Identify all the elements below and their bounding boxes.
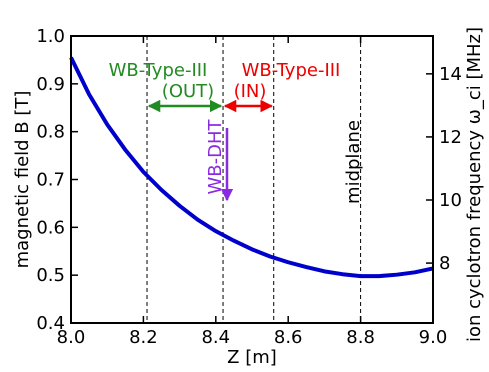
x-tick-label-2: 8.4 (201, 327, 230, 348)
y-tick-label-0: 0.4 (36, 313, 65, 334)
y-tick-label-1: 0.5 (36, 265, 65, 286)
y2-tick-label-3: 14 (439, 64, 462, 85)
annotation-wb-dht-label: WB-DHT (205, 118, 226, 194)
annotation-wb3-in-line1: WB-Type-III (242, 60, 341, 81)
annotation-wb3-out-line2: (OUT) (162, 81, 214, 102)
annotations-layer: WB-Type-III(OUT)WB-Type-III(IN)WB-DHT mid… (109, 60, 364, 204)
annotation-wb3-out-line1: WB-Type-III (109, 60, 208, 81)
x-axis-label: Z [m] (227, 347, 277, 368)
y2-tick-label-1: 10 (439, 190, 462, 211)
y-tick-label-2: 0.6 (36, 217, 65, 238)
x-tick-label-0: 8.0 (57, 327, 86, 348)
series-line-0 (69, 56, 434, 279)
series-layer (69, 56, 434, 279)
annotation-midplane-label: midplane (343, 120, 364, 204)
x-tick-label-1: 8.2 (129, 327, 158, 348)
axes-layer: 8.0 8.2 8.4 8.6 8.8 9.0 0.4 0.5 0.6 0.7 0.8 0.9 1.0 8… (36, 26, 462, 348)
y-tick-label-3: 0.7 (36, 170, 65, 191)
x-tick-label-4: 8.8 (346, 327, 375, 348)
y2-tick-label-0: 8 (439, 253, 450, 274)
y2-tick-label-2: 12 (439, 127, 462, 148)
annotation-wb3-in-line2: (IN) (234, 81, 267, 102)
x-tick-label-5: 9.0 (419, 327, 448, 348)
y2-axis-label: ion cyclotron frequency ω_ci [MHz] (464, 27, 485, 342)
y-axis-label: magnetic field B [T] (12, 91, 33, 269)
x-tick-label-3: 8.6 (274, 327, 303, 348)
y-tick-label-6: 1.0 (36, 26, 65, 47)
y-tick-label-5: 0.9 (36, 74, 65, 95)
y-tick-label-4: 0.8 (36, 122, 65, 143)
